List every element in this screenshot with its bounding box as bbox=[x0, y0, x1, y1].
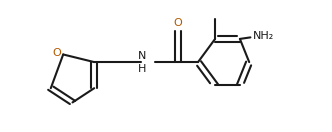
Text: NH₂: NH₂ bbox=[253, 31, 275, 41]
Text: H: H bbox=[138, 64, 146, 74]
Text: O: O bbox=[174, 18, 182, 28]
Text: N: N bbox=[138, 51, 146, 62]
Text: O: O bbox=[52, 48, 61, 58]
